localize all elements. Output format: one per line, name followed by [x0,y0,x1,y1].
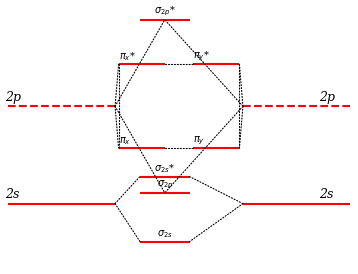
Text: $\sigma_{2s}$*: $\sigma_{2s}$* [154,162,175,175]
Text: $\pi_{y}$*: $\pi_{y}$* [193,50,210,63]
Text: $\pi_{y}$: $\pi_{y}$ [193,135,205,147]
Text: $\pi_{x}$: $\pi_{x}$ [118,135,131,147]
Text: 2p: 2p [319,91,335,104]
Text: $\sigma_{2p}$: $\sigma_{2p}$ [156,179,173,192]
Text: 2s: 2s [319,188,334,201]
Text: $\sigma_{2p}$*: $\sigma_{2p}$* [154,5,176,18]
Text: 2s: 2s [5,188,19,201]
Text: 2p: 2p [5,91,21,104]
Text: $\sigma_{2s}$: $\sigma_{2s}$ [157,228,173,240]
Text: $\pi_{x}$*: $\pi_{x}$* [118,50,136,63]
